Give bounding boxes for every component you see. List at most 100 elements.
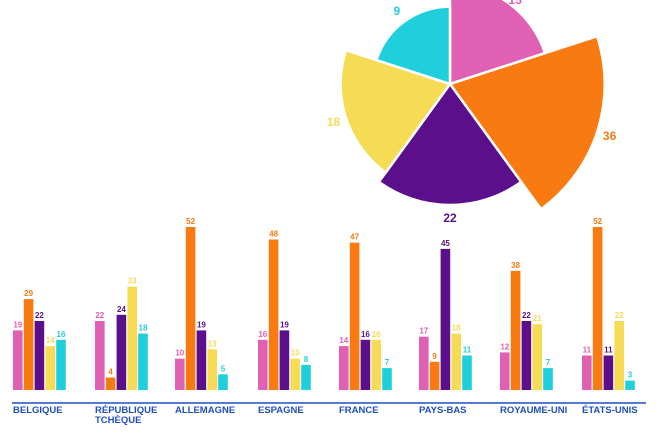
polar-area-chart: 15 36 22 18 9 <box>327 0 617 225</box>
bar-value-label: 24 <box>117 305 126 314</box>
category-label: ROYAUME-UNI <box>500 405 567 416</box>
bar-value-label: 14 <box>339 336 348 345</box>
bar <box>625 380 635 390</box>
category-label: BELGIQUE <box>13 405 63 416</box>
bar <box>116 314 127 390</box>
bar <box>339 346 349 390</box>
bar <box>301 364 311 390</box>
bar <box>218 374 228 390</box>
bar-value-label: 7 <box>546 358 551 367</box>
category-label: ALLEMAGNE <box>175 405 235 416</box>
bar <box>510 270 521 390</box>
bar <box>127 286 137 390</box>
bar <box>614 321 624 390</box>
bar <box>105 377 116 390</box>
bar <box>451 333 461 390</box>
bar <box>268 239 279 390</box>
bar-value-label: 47 <box>350 233 359 242</box>
bar <box>382 368 392 390</box>
bar <box>371 339 381 390</box>
bar-value-label: 11 <box>463 346 472 355</box>
bar-value-label: 13 <box>208 339 217 348</box>
bar-value-label: 21 <box>533 314 542 323</box>
bar <box>138 333 148 390</box>
grouped-bar-chart: 1929221416BELGIQUE224243318RÉPUBLIQUETCH… <box>12 217 646 426</box>
bar-value-label: 17 <box>419 327 428 336</box>
bar <box>543 368 553 390</box>
bar-value-label: 52 <box>593 217 602 226</box>
bar <box>34 321 45 390</box>
bar <box>592 227 603 390</box>
bar-value-label: 22 <box>615 311 624 320</box>
category-label: FRANCE <box>339 405 379 416</box>
bar-value-label: 52 <box>186 217 195 226</box>
pie-slice-label: 22 <box>443 211 457 225</box>
bar <box>419 336 429 390</box>
bar-value-label: 22 <box>95 311 104 320</box>
bar <box>258 339 268 390</box>
bar <box>440 248 451 390</box>
bar-value-label: 38 <box>511 261 520 270</box>
category-label: ESPAGNE <box>258 405 304 416</box>
bar-value-label: 22 <box>522 311 531 320</box>
bar-value-label: 4 <box>108 368 113 377</box>
bar <box>349 242 360 390</box>
bar-value-label: 18 <box>452 324 461 333</box>
bar-value-label: 19 <box>13 320 22 329</box>
bar <box>521 321 532 390</box>
pie-slice-label: 15 <box>508 0 522 7</box>
bar-value-label: 16 <box>372 330 381 339</box>
bar <box>582 355 592 390</box>
bar-value-label: 18 <box>139 324 148 333</box>
bar-value-label: 9 <box>432 352 437 361</box>
pie-slice-label: 36 <box>603 129 617 143</box>
bar <box>429 361 440 390</box>
pie-slice <box>448 0 547 86</box>
bar-value-label: 3 <box>628 371 633 380</box>
bar-value-label: 10 <box>291 349 300 358</box>
bar <box>185 227 196 390</box>
category-label: ÉTATS-UNIS <box>582 405 638 416</box>
bar <box>290 358 300 390</box>
bar-value-label: 29 <box>24 289 33 298</box>
bar <box>175 358 185 390</box>
bar <box>45 346 55 390</box>
bar <box>23 299 34 390</box>
bar <box>95 321 105 390</box>
bar <box>196 330 207 390</box>
bar <box>462 355 472 390</box>
bar-value-label: 16 <box>57 330 66 339</box>
category-label: TCHÈQUE <box>95 415 141 426</box>
pie-slice <box>447 34 606 211</box>
bar-value-label: 45 <box>441 239 450 248</box>
bar-value-label: 16 <box>361 330 370 339</box>
bar <box>603 355 614 390</box>
bar-value-label: 19 <box>280 320 289 329</box>
bar-value-label: 16 <box>258 330 267 339</box>
bar <box>500 352 510 390</box>
pie-slice-label: 9 <box>394 4 401 18</box>
bar-value-label: 33 <box>128 277 137 286</box>
bar-value-label: 10 <box>175 349 184 358</box>
pie-slice-label: 18 <box>327 115 341 129</box>
bar-value-label: 48 <box>269 230 278 239</box>
bar <box>360 339 371 390</box>
bar-value-label: 11 <box>583 346 592 355</box>
bar <box>279 330 290 390</box>
bar <box>13 330 23 390</box>
bar-value-label: 19 <box>197 320 206 329</box>
pie-slice <box>339 48 453 175</box>
bar-value-label: 8 <box>304 355 309 364</box>
category-label: RÉPUBLIQUE <box>95 405 157 416</box>
bar-value-label: 5 <box>221 364 226 373</box>
category-label: PAYS-BAS <box>419 405 467 416</box>
bar-value-label: 12 <box>500 342 509 351</box>
bar <box>207 349 217 391</box>
pie-slice <box>377 81 523 207</box>
bar <box>56 339 66 390</box>
bar-value-label: 22 <box>35 311 44 320</box>
bar-value-label: 14 <box>46 336 55 345</box>
pie-slice <box>374 5 452 86</box>
bar-value-label: 11 <box>604 346 613 355</box>
